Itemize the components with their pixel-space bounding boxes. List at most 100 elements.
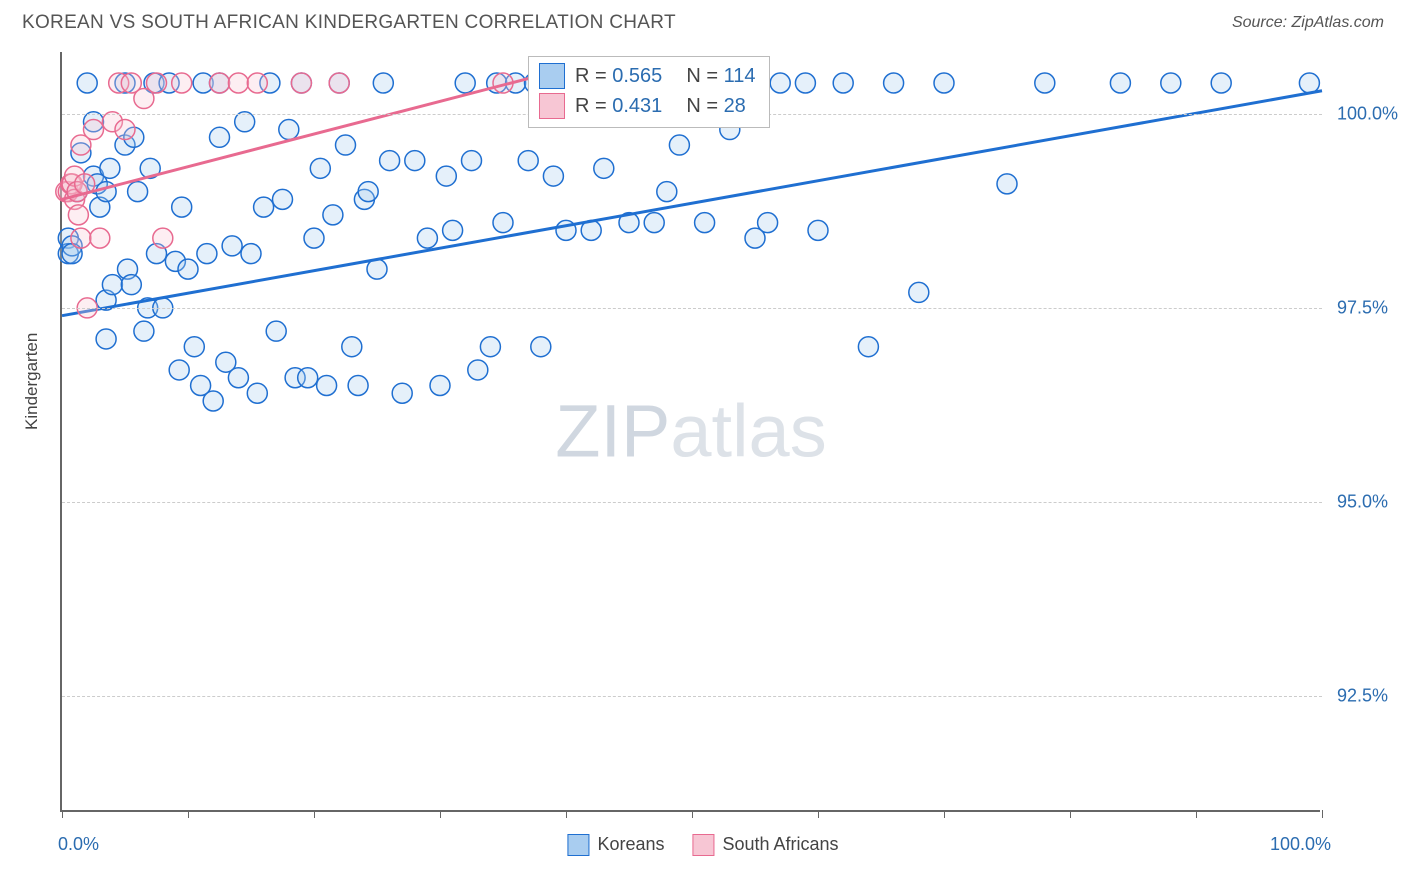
x-tick xyxy=(818,810,819,818)
y-tick-label: 97.5% xyxy=(1337,297,1388,318)
y-tick-label: 100.0% xyxy=(1337,104,1398,125)
legend-bottom-item: South Africans xyxy=(692,834,838,856)
data-point xyxy=(455,73,475,93)
data-point xyxy=(266,321,286,341)
data-point xyxy=(291,73,311,93)
data-point xyxy=(1110,73,1130,93)
legend-bottom: Koreans South Africans xyxy=(567,834,838,856)
data-point xyxy=(71,228,91,248)
data-point xyxy=(310,158,330,178)
data-point xyxy=(480,337,500,357)
data-point xyxy=(468,360,488,380)
gridline xyxy=(62,696,1322,697)
data-point xyxy=(808,220,828,240)
plot-border: ZIPatlas 92.5%95.0%97.5%100.0% xyxy=(60,52,1320,812)
data-point xyxy=(934,73,954,93)
chart-header: KOREAN VS SOUTH AFRICAN KINDERGARTEN COR… xyxy=(0,0,1406,42)
data-point xyxy=(134,321,154,341)
legend-r: R = 0.565 xyxy=(575,61,662,91)
legend-bottom-item: Koreans xyxy=(567,834,664,856)
data-point xyxy=(644,213,664,233)
data-point xyxy=(997,174,1017,194)
x-tick xyxy=(440,810,441,818)
data-point xyxy=(770,73,790,93)
data-point xyxy=(210,73,230,93)
plot-area: ZIPatlas 92.5%95.0%97.5%100.0% xyxy=(60,52,1320,812)
legend-r: R = 0.431 xyxy=(575,91,662,121)
legend-swatch xyxy=(567,834,589,856)
data-point xyxy=(462,151,482,171)
data-point xyxy=(336,135,356,155)
gridline xyxy=(62,308,1322,309)
y-tick-label: 92.5% xyxy=(1337,685,1388,706)
data-point xyxy=(247,73,267,93)
data-point xyxy=(100,158,120,178)
data-point xyxy=(373,73,393,93)
legend-n: N = 114 xyxy=(686,61,755,91)
data-point xyxy=(228,73,248,93)
data-point xyxy=(172,73,192,93)
data-point xyxy=(210,127,230,147)
x-tick xyxy=(188,810,189,818)
data-point xyxy=(518,151,538,171)
data-point xyxy=(531,337,551,357)
y-tick-label: 95.0% xyxy=(1337,491,1388,512)
data-point xyxy=(909,282,929,302)
data-point xyxy=(147,73,167,93)
data-point xyxy=(90,228,110,248)
data-point xyxy=(858,337,878,357)
data-point xyxy=(153,228,173,248)
data-point xyxy=(657,182,677,202)
data-point xyxy=(695,213,715,233)
data-point xyxy=(443,220,463,240)
data-point xyxy=(1299,73,1319,93)
data-point xyxy=(68,205,88,225)
data-point xyxy=(273,189,293,209)
data-point xyxy=(96,329,116,349)
data-point xyxy=(430,375,450,395)
x-tick xyxy=(1322,810,1323,818)
data-point xyxy=(115,120,135,140)
data-point xyxy=(279,120,299,140)
gridline xyxy=(62,502,1322,503)
source-prefix: Source: xyxy=(1232,14,1292,31)
data-point xyxy=(247,383,267,403)
data-point xyxy=(833,73,853,93)
data-point xyxy=(304,228,324,248)
data-point xyxy=(222,236,242,256)
data-point xyxy=(77,73,97,93)
data-point xyxy=(197,244,217,264)
data-point xyxy=(178,259,198,279)
data-point xyxy=(317,375,337,395)
data-point xyxy=(405,151,425,171)
legend-swatch xyxy=(539,63,565,89)
data-point xyxy=(669,135,689,155)
data-point xyxy=(298,368,318,388)
data-point xyxy=(254,197,274,217)
data-point xyxy=(228,368,248,388)
x-axis-min-label: 0.0% xyxy=(58,834,99,855)
legend-row: R = 0.431N = 28 xyxy=(539,91,755,121)
legend-top: R = 0.565 N = 114R = 0.431N = 28 xyxy=(528,56,770,128)
legend-row: R = 0.565 N = 114 xyxy=(539,61,755,91)
data-point xyxy=(594,158,614,178)
chart-title: KOREAN VS SOUTH AFRICAN KINDERGARTEN COR… xyxy=(22,12,676,34)
data-point xyxy=(543,166,563,186)
data-point xyxy=(323,205,343,225)
legend-swatch xyxy=(539,93,565,119)
x-tick xyxy=(944,810,945,818)
data-point xyxy=(392,383,412,403)
x-tick xyxy=(314,810,315,818)
data-point xyxy=(436,166,456,186)
data-point xyxy=(184,337,204,357)
source-credit: Source: ZipAtlas.com xyxy=(1232,14,1384,32)
data-point xyxy=(493,213,513,233)
data-point xyxy=(169,360,189,380)
legend-swatch xyxy=(692,834,714,856)
data-point xyxy=(241,244,261,264)
data-point xyxy=(417,228,437,248)
data-point xyxy=(348,375,368,395)
data-point xyxy=(380,151,400,171)
data-point xyxy=(84,120,104,140)
data-point xyxy=(102,275,122,295)
